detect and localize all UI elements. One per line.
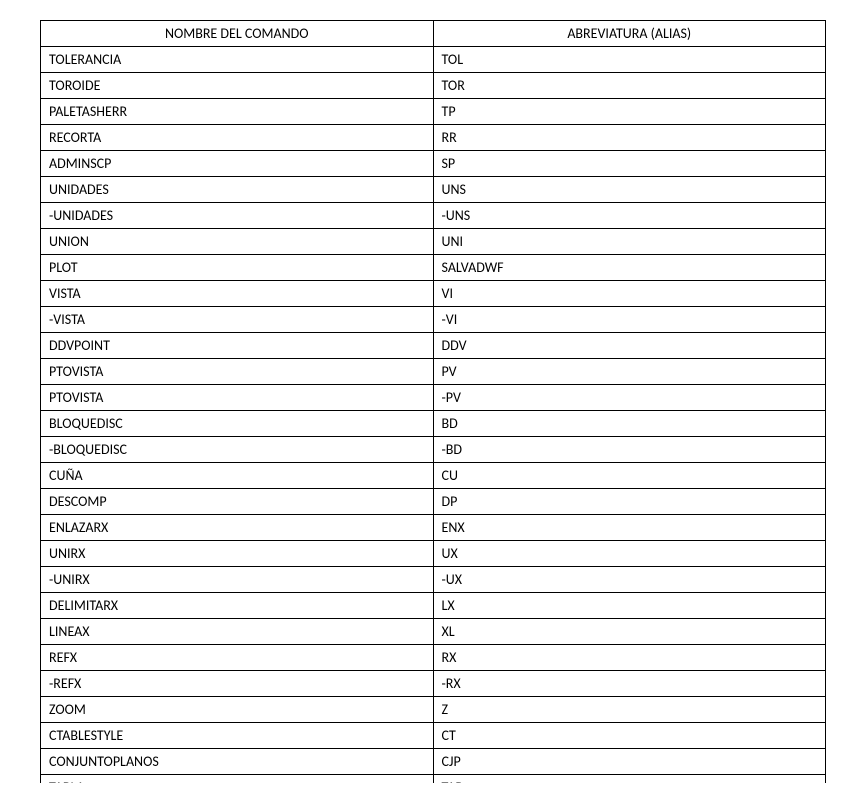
cell-alias: LX: [433, 593, 826, 619]
cell-alias: ENX: [433, 515, 826, 541]
cell-command: ENLAZARX: [41, 515, 434, 541]
command-alias-table: NOMBRE DEL COMANDO ABREVIATURA (ALIAS) T…: [40, 20, 826, 783]
cell-alias: -PV: [433, 385, 826, 411]
cell-command: BLOQUEDISC: [41, 411, 434, 437]
header-command: NOMBRE DEL COMANDO: [41, 21, 434, 47]
cell-command: -UNIDADES: [41, 203, 434, 229]
cell-command: -UNIRX: [41, 567, 434, 593]
cell-alias: -VI: [433, 307, 826, 333]
cell-alias: UX: [433, 541, 826, 567]
cell-alias: CU: [433, 463, 826, 489]
table-row: -VISTA-VI: [41, 307, 826, 333]
cell-alias: -RX: [433, 671, 826, 697]
table-row: UNIONUNI: [41, 229, 826, 255]
cell-alias: Z: [433, 697, 826, 723]
cell-alias: -UX: [433, 567, 826, 593]
cell-command: -REFX: [41, 671, 434, 697]
table-row: CONJUNTOPLANOSCJP: [41, 749, 826, 775]
cell-command: DESCOMP: [41, 489, 434, 515]
cell-command: -BLOQUEDISC: [41, 437, 434, 463]
cell-command: ADMINSCP: [41, 151, 434, 177]
cell-alias: VI: [433, 281, 826, 307]
cell-command: TOLERANCIA: [41, 47, 434, 73]
cell-command: -VISTA: [41, 307, 434, 333]
cell-command: TABLA: [41, 775, 434, 784]
table-row: PALETASHERRTP: [41, 99, 826, 125]
cell-command: PTOVISTA: [41, 359, 434, 385]
cell-command: TOROIDE: [41, 73, 434, 99]
cell-alias: BD: [433, 411, 826, 437]
cell-command: REFX: [41, 645, 434, 671]
table-row: -UNIRX-UX: [41, 567, 826, 593]
cell-alias: PV: [433, 359, 826, 385]
table-row: UNIDADESUNS: [41, 177, 826, 203]
cell-command: CONJUNTOPLANOS: [41, 749, 434, 775]
table-row: DDVPOINTDDV: [41, 333, 826, 359]
cell-alias: SALVADWF: [433, 255, 826, 281]
cell-command: PLOT: [41, 255, 434, 281]
cell-alias: TOR: [433, 73, 826, 99]
table-row: ZOOMZ: [41, 697, 826, 723]
cell-alias: CJP: [433, 749, 826, 775]
cell-alias: SP: [433, 151, 826, 177]
cell-alias: DDV: [433, 333, 826, 359]
cell-alias: RR: [433, 125, 826, 151]
table-row: ENLAZARXENX: [41, 515, 826, 541]
cell-command: UNIDADES: [41, 177, 434, 203]
table-row: CUÑACU: [41, 463, 826, 489]
cell-alias: CT: [433, 723, 826, 749]
table-row: RECORTARR: [41, 125, 826, 151]
cell-alias: DP: [433, 489, 826, 515]
cell-command: DELIMITARX: [41, 593, 434, 619]
cell-alias: -UNS: [433, 203, 826, 229]
cell-alias: RX: [433, 645, 826, 671]
cell-command: VISTA: [41, 281, 434, 307]
cell-command: PALETASHERR: [41, 99, 434, 125]
cell-command: LINEAX: [41, 619, 434, 645]
cell-command: CUÑA: [41, 463, 434, 489]
table-row: TABLATAB: [41, 775, 826, 784]
table-row: ADMINSCPSP: [41, 151, 826, 177]
table-row: UNIRXUX: [41, 541, 826, 567]
cell-command: CTABLESTYLE: [41, 723, 434, 749]
cell-command: PTOVISTA: [41, 385, 434, 411]
table-row: PLOTSALVADWF: [41, 255, 826, 281]
header-alias: ABREVIATURA (ALIAS): [433, 21, 826, 47]
table-row: LINEAXXL: [41, 619, 826, 645]
cell-command: RECORTA: [41, 125, 434, 151]
table-row: VISTAVI: [41, 281, 826, 307]
cell-command: UNIRX: [41, 541, 434, 567]
table-body: TOLERANCIATOLTOROIDETORPALETASHERRTPRECO…: [41, 47, 826, 784]
table-row: PTOVISTAPV: [41, 359, 826, 385]
table-row: BLOQUEDISCBD: [41, 411, 826, 437]
cell-alias: UNI: [433, 229, 826, 255]
cell-command: DDVPOINT: [41, 333, 434, 359]
command-table-wrapper: NOMBRE DEL COMANDO ABREVIATURA (ALIAS) T…: [40, 20, 826, 783]
table-row: REFXRX: [41, 645, 826, 671]
table-row: CTABLESTYLECT: [41, 723, 826, 749]
table-row: -REFX-RX: [41, 671, 826, 697]
table-row: -UNIDADES-UNS: [41, 203, 826, 229]
cell-alias: TOL: [433, 47, 826, 73]
table-header-row: NOMBRE DEL COMANDO ABREVIATURA (ALIAS): [41, 21, 826, 47]
table-row: TOROIDETOR: [41, 73, 826, 99]
cell-command: ZOOM: [41, 697, 434, 723]
cell-alias: TP: [433, 99, 826, 125]
cell-alias: XL: [433, 619, 826, 645]
cell-command: UNION: [41, 229, 434, 255]
table-row: DESCOMPDP: [41, 489, 826, 515]
table-row: DELIMITARXLX: [41, 593, 826, 619]
table-row: -BLOQUEDISC-BD: [41, 437, 826, 463]
cell-alias: -BD: [433, 437, 826, 463]
cell-alias: TAB: [433, 775, 826, 784]
table-row: PTOVISTA-PV: [41, 385, 826, 411]
table-row: TOLERANCIATOL: [41, 47, 826, 73]
cell-alias: UNS: [433, 177, 826, 203]
